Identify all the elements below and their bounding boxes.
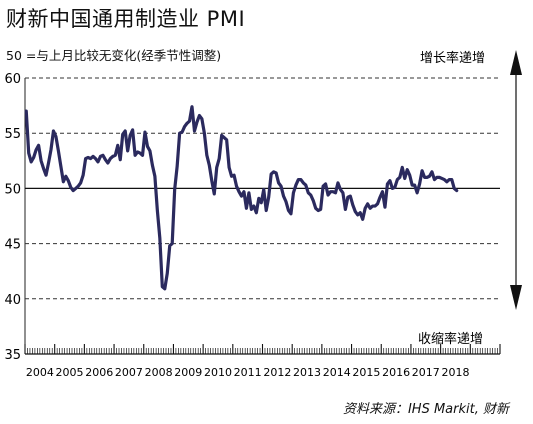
series-line-pmi [24, 105, 459, 291]
x-tick-label: 2004 [26, 366, 54, 379]
x-tick-label: 2016 [382, 366, 410, 379]
x-tick-labels: 2004 2005 2006 2007 2008 2009 2010 2011 2012 2013… [26, 366, 470, 379]
x-tick-layer [24, 344, 501, 355]
y-tick-label: 60 [4, 72, 21, 87]
x-tick-label: 2014 [323, 366, 351, 379]
source-note: 资料来源：IHS Markit, 财新 [342, 402, 509, 417]
x-tick-label: 2009 [174, 366, 202, 379]
decrease-label: 收缩率递增 [418, 331, 483, 347]
increase-arrowhead [510, 50, 522, 75]
increase-arrow [510, 50, 522, 186]
decrease-arrow [510, 186, 522, 310]
y-tick-label: 55 [4, 127, 21, 142]
x-tick-label: 2008 [145, 366, 173, 379]
x-tick-label: 2006 [85, 366, 113, 379]
x-tick-label: 2018 [441, 366, 469, 379]
y-tick-labels: 35 40 45 50 55 60 [4, 72, 21, 363]
y-tick-label: 50 [4, 182, 21, 197]
x-tick-label: 2013 [293, 366, 321, 379]
y-tick-label: 35 [4, 348, 21, 363]
x-tick-label: 2017 [412, 366, 440, 379]
x-tick-label: 2012 [263, 366, 291, 379]
y-tick-label: 40 [4, 293, 21, 308]
chart-title: 财新中国通用制造业 PMI [6, 7, 246, 31]
x-tick-label: 2005 [56, 366, 84, 379]
x-tick-label: 2010 [204, 366, 232, 379]
x-tick-label: 2015 [352, 366, 380, 379]
increase-label: 增长率递增 [420, 50, 485, 66]
grid-layer [24, 77, 500, 354]
decrease-arrowhead [510, 285, 522, 310]
chart-subtitle: 50 =与上月比较无变化(经季节性调整) [6, 48, 222, 63]
x-tick-label: 2007 [115, 366, 143, 379]
y-tick-label: 45 [4, 238, 21, 253]
x-tick-label: 2011 [234, 366, 262, 379]
